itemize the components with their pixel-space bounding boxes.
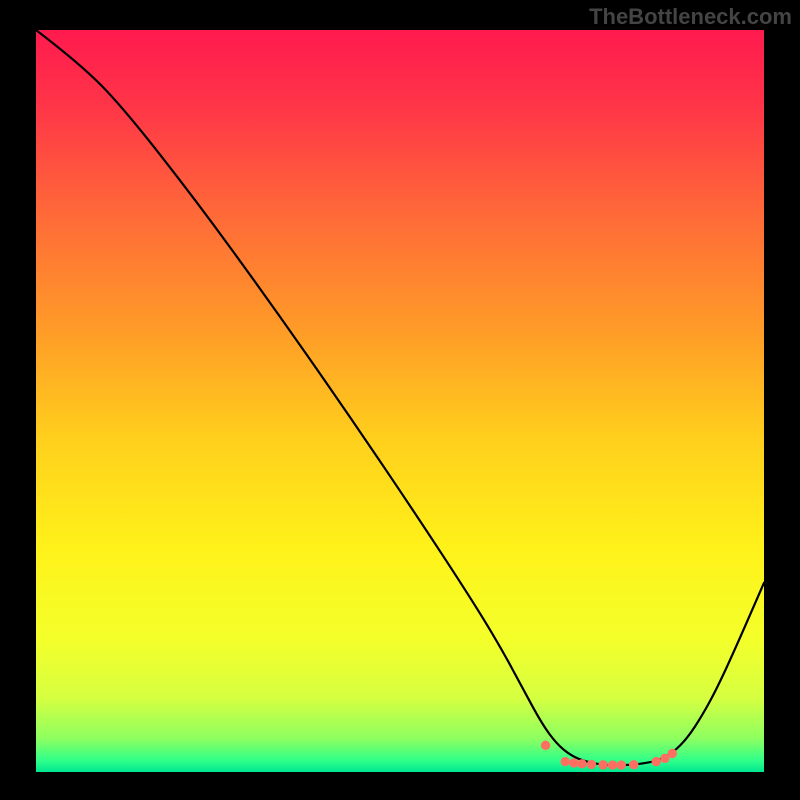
watermark-text: TheBottleneck.com [589,4,792,30]
marker-dot [587,760,596,769]
marker-dot [598,760,607,769]
gradient-background [36,30,764,772]
marker-dot [561,757,570,766]
marker-dot [541,741,550,750]
marker-dot [608,760,617,769]
marker-dot [569,758,578,767]
marker-dot [629,760,638,769]
frame-left [0,0,36,800]
frame-right [764,0,800,800]
marker-dot [617,760,626,769]
bottleneck-chart [36,30,764,772]
marker-dot [577,759,586,768]
marker-dot [652,757,661,766]
frame-bottom [0,772,800,800]
marker-dot [668,749,677,758]
